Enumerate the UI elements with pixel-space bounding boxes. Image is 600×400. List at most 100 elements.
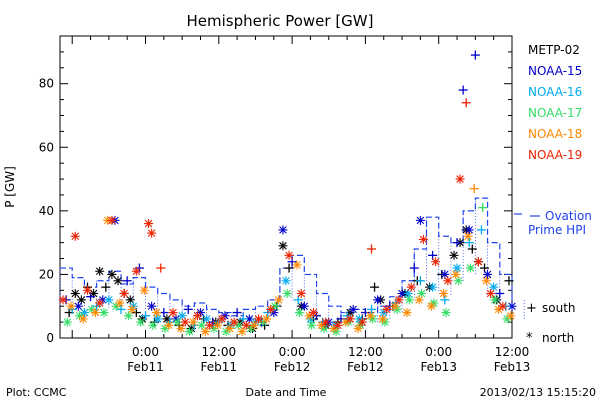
point-noaa-19 [498, 301, 508, 311]
star-d2 [120, 289, 128, 298]
point-noaa-15 [458, 85, 468, 95]
point-noaa-19 [357, 317, 367, 327]
star-d2 [407, 283, 415, 291]
star-d2 [105, 296, 113, 304]
y-tick-label: 20 [39, 267, 54, 281]
star-d2 [346, 315, 354, 323]
star-d2 [132, 267, 141, 276]
star-d2 [300, 302, 309, 310]
point-noaa-19 [156, 263, 166, 273]
star-d2 [442, 308, 450, 317]
point-noaa-18 [200, 327, 210, 337]
point-noaa-18 [127, 304, 137, 314]
point-noaa-19 [284, 250, 294, 260]
x-tick-label-time: 0:00 [425, 345, 452, 359]
point-noaa-17 [282, 288, 292, 298]
footer-credit: Plot: CCMC [6, 386, 67, 399]
point-noaa-17 [294, 308, 304, 318]
star-d2 [87, 305, 96, 314]
point-noaa-19 [147, 228, 157, 238]
point-noaa-18 [152, 308, 162, 318]
star-d2 [349, 305, 357, 314]
point-noaa-19 [168, 308, 178, 318]
point-noaa-16 [440, 295, 450, 305]
star-d2 [321, 318, 330, 326]
star-d2 [128, 305, 136, 314]
star-d2 [202, 315, 211, 323]
star-d2 [466, 264, 475, 272]
star-d2 [464, 232, 472, 241]
star-d2 [114, 277, 122, 285]
point-noaa-17 [136, 317, 146, 327]
star-d2 [507, 311, 515, 320]
star-d2 [124, 311, 133, 320]
point-noaa-18 [261, 314, 271, 324]
star-d2 [404, 289, 412, 298]
point-noaa-19 [443, 276, 453, 286]
point-noaa-19 [205, 320, 215, 330]
star-d2 [63, 318, 72, 326]
star-d2 [450, 251, 458, 260]
star-d2 [67, 302, 75, 310]
point-noaa-19 [107, 215, 117, 225]
footer-timestamp: 2013/02/13 15:15:20 [480, 386, 596, 399]
x-tick-label-date: Feb12 [274, 360, 311, 374]
point-noaa-18 [402, 308, 412, 318]
point-noaa-18 [439, 288, 449, 298]
point-noaa-16 [415, 276, 425, 286]
point-noaa-19 [473, 257, 483, 267]
point-noaa-15 [278, 225, 288, 235]
star-d2 [307, 321, 316, 330]
point-noaa-18 [304, 311, 314, 321]
star-d2 [230, 318, 238, 326]
legend-ovation-line1: Ovation [545, 209, 592, 223]
star-d2 [59, 296, 67, 304]
star-d2 [152, 308, 161, 317]
point-noaa-17 [172, 317, 182, 327]
star-d2 [95, 299, 104, 307]
point-noaa-19 [296, 288, 306, 298]
star-d2 [271, 302, 279, 310]
star-d2 [126, 296, 135, 304]
star-d2 [250, 321, 259, 330]
point-noaa-18 [378, 314, 388, 324]
point-metp-02 [504, 276, 514, 286]
chart-title: Hemispheric Power [GW] [187, 12, 374, 30]
star-d2 [295, 308, 304, 317]
point-noaa-17 [184, 327, 194, 337]
point-noaa-19 [217, 314, 227, 324]
star-d2 [83, 286, 92, 295]
legend-item: NOAA-18 [528, 127, 582, 141]
star-d2 [172, 315, 180, 323]
star-d2 [178, 311, 186, 320]
star-d2 [285, 251, 293, 260]
star-d2 [373, 296, 382, 304]
point-noaa-15 [464, 225, 474, 235]
star-d2 [474, 257, 483, 266]
star-d2 [80, 308, 89, 317]
star-d2 [390, 302, 399, 310]
point-noaa-19 [461, 98, 471, 108]
star-d2 [309, 308, 318, 317]
star-d2 [486, 289, 495, 298]
star-d2 [245, 315, 254, 323]
star-d2 [254, 315, 263, 323]
point-noaa-19 [406, 282, 416, 292]
star-d2 [456, 175, 464, 183]
star-d2 [100, 308, 108, 317]
point-noaa-19 [192, 311, 202, 321]
point-noaa-19 [382, 304, 392, 314]
star-d2 [201, 327, 210, 336]
star-d2 [149, 321, 157, 330]
point-noaa-16 [464, 238, 474, 248]
point-noaa-16 [79, 308, 89, 318]
point-noaa-19 [95, 298, 105, 308]
point-noaa-17 [441, 308, 451, 318]
point-noaa-18 [414, 295, 424, 305]
point-noaa-16 [202, 314, 212, 324]
y-tick-label: 40 [39, 204, 54, 218]
point-noaa-18 [66, 301, 76, 311]
point-noaa-18 [365, 311, 375, 321]
star-d2 [140, 286, 149, 295]
